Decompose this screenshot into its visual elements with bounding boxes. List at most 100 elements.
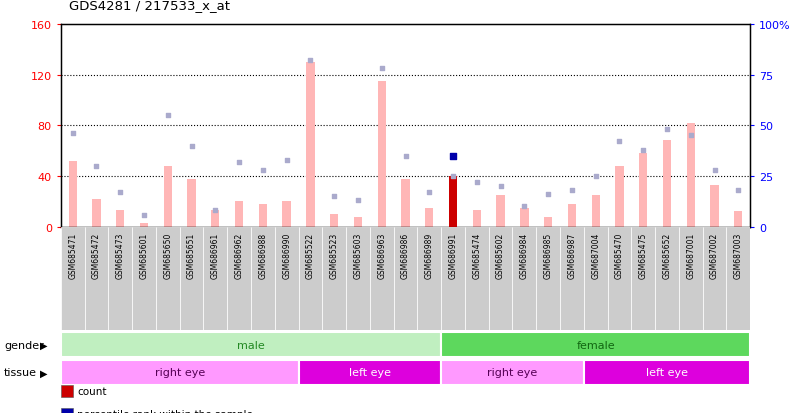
Bar (298, 360, 441, 385)
Point (565, 188, 578, 194)
Bar (92, 199, 101, 227)
Bar (710, 185, 719, 227)
Bar (448, 177, 457, 227)
Bar (607, 227, 631, 330)
Bar (346, 227, 370, 330)
Point (233, 159, 246, 166)
Bar (116, 211, 124, 227)
Text: GSM685522: GSM685522 (306, 232, 315, 278)
Bar (544, 217, 552, 227)
Bar (425, 208, 433, 227)
Text: GSM686987: GSM686987 (568, 232, 577, 278)
Point (708, 167, 721, 174)
Bar (227, 227, 251, 330)
Bar (282, 202, 291, 227)
Point (280, 157, 293, 164)
Text: tissue: tissue (4, 368, 37, 377)
Text: female: female (577, 340, 615, 350)
Bar (734, 212, 742, 227)
Bar (418, 227, 441, 330)
Point (494, 183, 507, 190)
Point (138, 212, 151, 218)
Point (470, 179, 483, 186)
Point (637, 147, 650, 154)
Bar (61, 227, 84, 330)
Bar (568, 204, 576, 227)
Bar (448, 177, 457, 227)
Bar (401, 179, 410, 227)
Text: ▶: ▶ (40, 368, 47, 377)
Text: GSM685475: GSM685475 (639, 232, 648, 279)
Point (161, 113, 174, 119)
Bar (378, 82, 386, 227)
Bar (109, 227, 132, 330)
Point (185, 143, 198, 150)
Text: GSM686985: GSM686985 (543, 232, 552, 278)
Bar (139, 223, 148, 227)
Point (660, 127, 673, 133)
Text: GSM685603: GSM685603 (354, 232, 363, 279)
Bar (393, 227, 418, 330)
Bar (61, 360, 298, 385)
Text: male: male (237, 340, 265, 350)
Bar (204, 227, 227, 330)
Point (375, 66, 388, 73)
Bar (441, 360, 584, 385)
Point (399, 153, 412, 160)
Bar (489, 227, 513, 330)
Text: GSM685601: GSM685601 (139, 232, 148, 278)
Bar (441, 332, 750, 357)
Bar (187, 179, 195, 227)
Bar (536, 227, 560, 330)
Bar (307, 63, 315, 227)
Bar (473, 211, 481, 227)
Text: GSM687002: GSM687002 (710, 232, 719, 278)
Bar (616, 166, 624, 227)
Text: GSM686962: GSM686962 (234, 232, 243, 278)
Text: percentile rank within the sample: percentile rank within the sample (77, 409, 253, 413)
Bar (496, 195, 504, 227)
Bar (702, 227, 727, 330)
Text: GSM685652: GSM685652 (663, 232, 672, 278)
Bar (584, 360, 750, 385)
Bar (584, 227, 607, 330)
Point (423, 190, 436, 196)
Point (542, 192, 555, 198)
Text: gender: gender (4, 340, 44, 350)
Bar (330, 214, 338, 227)
Point (589, 173, 602, 180)
Bar (156, 227, 180, 330)
Bar (370, 227, 393, 330)
Text: ▶: ▶ (40, 340, 47, 350)
Bar (180, 227, 204, 330)
Text: GSM687003: GSM687003 (734, 232, 743, 279)
Text: GSM687001: GSM687001 (686, 232, 695, 278)
Text: GSM685474: GSM685474 (472, 232, 481, 279)
Text: GSM685651: GSM685651 (187, 232, 196, 278)
Bar (679, 227, 702, 330)
Text: GSM687004: GSM687004 (591, 232, 600, 279)
Bar (354, 217, 363, 227)
Text: right eye: right eye (155, 368, 205, 377)
Point (518, 204, 531, 210)
Bar (298, 227, 322, 330)
Text: GSM685523: GSM685523 (330, 232, 339, 278)
Text: right eye: right eye (487, 368, 538, 377)
Bar (322, 227, 346, 330)
Bar (687, 123, 695, 227)
Bar (520, 208, 529, 227)
Bar (259, 204, 267, 227)
Text: GSM686986: GSM686986 (401, 232, 410, 278)
Point (351, 197, 364, 204)
Point (209, 208, 222, 214)
Point (114, 190, 127, 196)
Bar (61, 332, 441, 357)
Point (67, 131, 79, 138)
Bar (132, 227, 156, 330)
Text: GSM685470: GSM685470 (615, 232, 624, 279)
Text: GSM685472: GSM685472 (92, 232, 101, 278)
Bar (631, 227, 655, 330)
Point (90, 163, 103, 170)
Bar (211, 211, 220, 227)
Bar (84, 227, 109, 330)
